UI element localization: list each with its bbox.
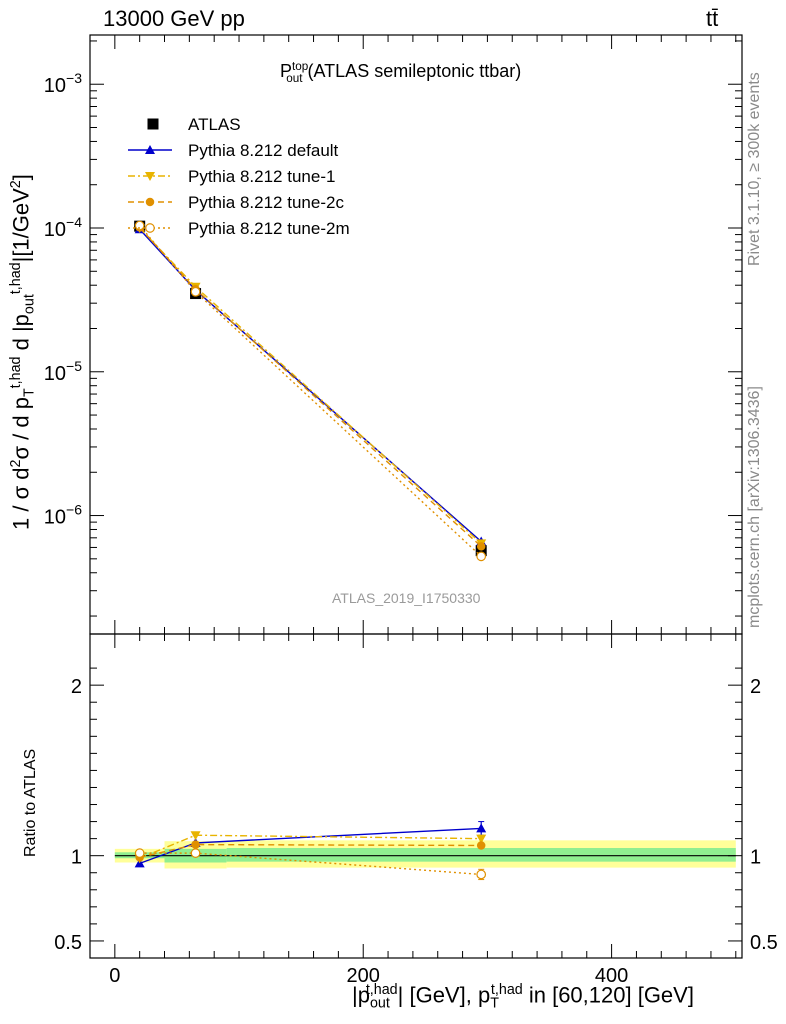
- xlabel-part: t,had: [365, 982, 398, 998]
- legend-label-3: Pythia 8.212 tune-2c: [188, 193, 344, 212]
- xlabel-part: |p: [352, 982, 370, 1008]
- legend-marker-4: [145, 223, 155, 233]
- xlabel-part: t,had: [490, 982, 523, 998]
- legend-marker-3: [145, 197, 155, 207]
- ratio-panel: 0 200 400 0.5 0.5 1 1 2 2: [54, 633, 778, 987]
- main-series-line-1: [139, 228, 482, 543]
- main-series-4-point-1: [190, 286, 201, 297]
- ratio-series-3-point-1: [190, 848, 201, 858]
- title-rest: (ATLAS semileptonic ttbar): [302, 61, 522, 81]
- y-tick-label: 10−3: [44, 70, 82, 97]
- legend-marker-1: [145, 145, 155, 154]
- ratio-series-3-point-2: [476, 869, 487, 880]
- ratio-series-1-point-1: [190, 831, 201, 841]
- legend-label-4: Pythia 8.212 tune-2m: [188, 219, 350, 238]
- ratio-frame: [89, 633, 743, 959]
- energy-label: 13000 GeV pp: [103, 6, 245, 31]
- x-tick-label: 0: [109, 965, 120, 987]
- xlabel-part: | [GeV], p: [397, 982, 491, 1008]
- ratio-series-1-point-2: [476, 834, 487, 844]
- plot-title: Ptopout (ATLAS semileptonic ttbar): [280, 60, 521, 85]
- ratio-y-tick-label-right: 2: [750, 676, 761, 698]
- ratio-series-3-point-0: [134, 848, 145, 858]
- ratio-y-tick-label: 0.5: [54, 932, 82, 954]
- legend-label-2: Pythia 8.212 tune-1: [188, 167, 335, 186]
- title-main: P: [280, 61, 293, 81]
- y-tick-label: 10−6: [44, 502, 82, 529]
- main-series-4-point-0: [134, 220, 145, 231]
- process-label: tt̄: [706, 6, 719, 31]
- xlabel-part: in [60,120] [GeV]: [522, 982, 694, 1008]
- ratio-y-tick-label-right: 1: [750, 847, 761, 869]
- y-tick-label: 10−4: [44, 214, 82, 241]
- legend-label-0: ATLAS: [188, 115, 241, 134]
- x-tick-label: 200: [347, 965, 380, 987]
- legend-label-1: Pythia 8.212 default: [188, 141, 339, 160]
- legend-marker-2: [145, 172, 155, 181]
- ratio-series-2-point-2: [476, 841, 486, 850]
- ratio-stat-band-2: [226, 848, 736, 862]
- ratio-y-tick-label: 1: [71, 847, 82, 869]
- main-series-3-point-2: [476, 542, 486, 551]
- title-sub: out: [286, 71, 303, 85]
- ratio-series-0-point-2: [476, 823, 487, 833]
- main-series-line-3: [139, 226, 482, 547]
- ratio-y-tick-label-right: 0.5: [750, 932, 778, 954]
- main-series-4-point-2: [476, 551, 487, 562]
- legend: ATLAS Pythia 8.212 default Pythia 8.212 tu…: [128, 115, 350, 238]
- analysis-watermark: ATLAS_2019_I1750330: [332, 590, 481, 606]
- x-tick-label: 400: [595, 965, 628, 987]
- ratio-y-tick-label: 2: [71, 676, 82, 698]
- x-axis-label: |poutt,had| [GeV], pTt,had in [60,120] […: [352, 982, 694, 1012]
- title-sup: top: [292, 60, 309, 73]
- legend-marker-0: [147, 118, 159, 130]
- xlabel-part: T: [490, 995, 499, 1012]
- xlabel-part: out: [369, 995, 390, 1012]
- ratio-uncertainty-bands: [114, 840, 736, 869]
- ratio-series-2-point-1: [191, 840, 200, 849]
- y-tick-label: 10−5: [44, 358, 82, 385]
